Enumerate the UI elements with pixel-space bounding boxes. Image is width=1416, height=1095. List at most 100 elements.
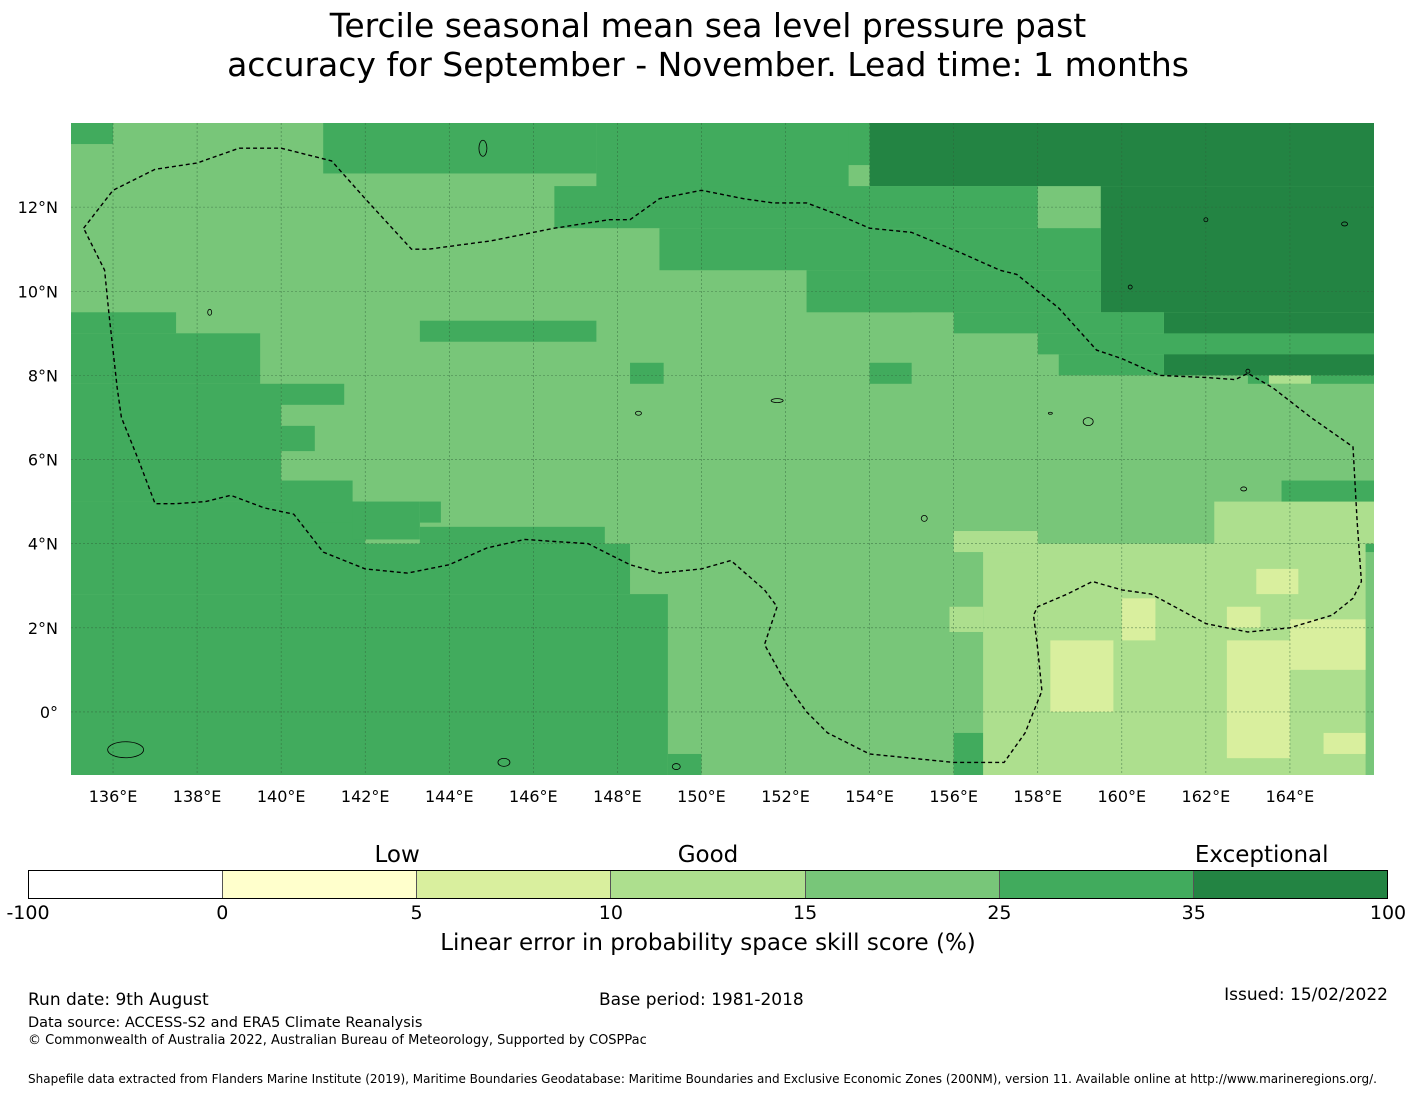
skill-cell-5-10 (1323, 732, 1366, 754)
skill-cell-10-15 (1214, 501, 1374, 544)
lon-label: 154°E (845, 787, 894, 806)
lon-label: 144°E (425, 787, 474, 806)
skill-cell-25-35 (71, 594, 668, 775)
colorbar-segment (417, 871, 612, 898)
skill-cell-25-35 (71, 123, 114, 145)
lon-label: 158°E (1013, 787, 1062, 806)
lon-label: 164°E (1266, 787, 1315, 806)
category-low: Low (374, 842, 420, 868)
skill-cell-25-35 (419, 320, 597, 342)
island-outline (1127, 284, 1133, 290)
island-outline (478, 139, 488, 157)
colorbar-tick-label: 100 (1369, 902, 1407, 924)
colorbar (28, 870, 1388, 899)
run-date: Run date: 9th August (28, 990, 209, 1010)
lat-label: 2°N (28, 619, 58, 638)
lon-label: 152°E (761, 787, 810, 806)
island-outline (1203, 217, 1209, 223)
colorbar-tick-label: 15 (793, 902, 818, 924)
island-outlines (107, 139, 1348, 770)
skill-cell-25-35 (323, 123, 597, 174)
island-outline (107, 741, 145, 759)
colorbar-label: Linear error in probability space skill … (440, 930, 976, 956)
latitude-labels: 12°N 10°N 8°N 6°N 4°N 2°N 0° (18, 198, 58, 722)
island-outline (635, 410, 642, 416)
category-good: Good (677, 842, 739, 868)
island-outline (1341, 221, 1348, 227)
lon-label: 142°E (341, 787, 390, 806)
lat-label: 0° (40, 703, 58, 722)
skill-cell-25-35 (659, 228, 1101, 271)
lon-label: 136°E (89, 787, 138, 806)
skill-cell-5-10 (1050, 640, 1114, 712)
colorbar-tick-label: 0 (216, 902, 229, 924)
lat-label: 6°N (28, 451, 58, 470)
skill-cell-25-35 (71, 312, 177, 334)
skill-cell-25-35 (281, 383, 345, 405)
skill-score-map: 12°N 10°N 8°N 6°N 4°N 2°N 0° 136°E 138°E 140°E 14… (18, 123, 1374, 806)
colorbar-segment (223, 871, 418, 898)
lon-label: 156°E (929, 787, 978, 806)
island-outline (207, 308, 213, 316)
colorbar-segment (1193, 871, 1387, 898)
skill-cell-5-10 (1256, 568, 1299, 595)
lon-label: 138°E (173, 787, 222, 806)
skill-cell-5-10 (1289, 619, 1366, 670)
skill-cell-5-10 (1226, 640, 1290, 759)
base-period: Base period: 1981-2018 (599, 990, 804, 1010)
skill-cell-25-35 (953, 312, 1164, 334)
lon-label: 160°E (1097, 787, 1146, 806)
lat-label: 8°N (28, 366, 58, 385)
island-outline (770, 398, 784, 404)
skill-cell-5-10 (1226, 606, 1261, 628)
skill-cell-25-35 (630, 362, 664, 384)
issued-date: Issued: 15/02/2022 (1224, 985, 1388, 1005)
skill-cell-25-35 (1058, 354, 1164, 376)
skill-cell-10-15 (953, 531, 1038, 553)
skill-cell-10-15 (949, 606, 984, 632)
skill-cell-25-35 (419, 526, 605, 544)
skill-cell-25-35 (869, 291, 912, 313)
map-title-line-1: Tercile seasonal mean sea level pressure… (329, 6, 1087, 45)
map-title-line-2: accuracy for September - November. Lead … (227, 45, 1189, 84)
lon-label: 148°E (593, 787, 642, 806)
skill-cell-25-35 (71, 333, 261, 384)
colorbar-tick-label: 35 (1181, 902, 1206, 924)
island-outline (497, 757, 511, 767)
lon-label: 150°E (677, 787, 726, 806)
colorbar-segment (611, 871, 806, 898)
island-outline (671, 763, 681, 770)
longitude-labels: 136°E 138°E 140°E 142°E 144°E 146°E 148°E 150°E… (89, 787, 1315, 806)
colorbar-segment (29, 871, 224, 898)
map-plot-area (71, 123, 1374, 775)
skill-cell-25-35 (869, 362, 912, 384)
lat-label: 12°N (18, 198, 58, 217)
category-exceptional: Exceptional (1194, 842, 1329, 868)
colorbar-tick-label: 5 (410, 902, 423, 924)
skill-cell-25-35 (281, 480, 353, 523)
shapefile-credit: Shapefile data extracted from Flanders M… (28, 1072, 1377, 1086)
colorbar-tick-label: 25 (987, 902, 1012, 924)
colorbar-segment (999, 871, 1194, 898)
skill-cell-25-35 (419, 501, 441, 523)
colorbar-segment (805, 871, 1000, 898)
skill-cell-35-100 (1100, 186, 1374, 313)
skill-cell-25-35 (1247, 375, 1374, 384)
skill-cell-25-35 (71, 543, 631, 595)
colorbar-tick-label: -100 (6, 902, 50, 924)
skill-cell-25-35 (71, 383, 282, 502)
data-source: Data source: ACCESS-S2 and ERA5 Climate … (28, 1015, 423, 1031)
skill-cell-5-10 (1121, 598, 1156, 641)
lat-label: 10°N (18, 282, 58, 301)
lon-label: 146°E (509, 787, 558, 806)
map-title: Tercile seasonal mean sea level pressure… (0, 6, 1416, 84)
lon-label: 140°E (257, 787, 306, 806)
skill-cell-25-35 (352, 501, 420, 540)
colorbar-tick-label: 10 (598, 902, 623, 924)
island-outline (920, 515, 928, 522)
island-outline (1047, 411, 1053, 415)
skill-regions (71, 123, 1374, 775)
lat-label: 4°N (28, 535, 58, 554)
eez-boundary (82, 147, 1363, 764)
island-outline (1245, 368, 1251, 374)
